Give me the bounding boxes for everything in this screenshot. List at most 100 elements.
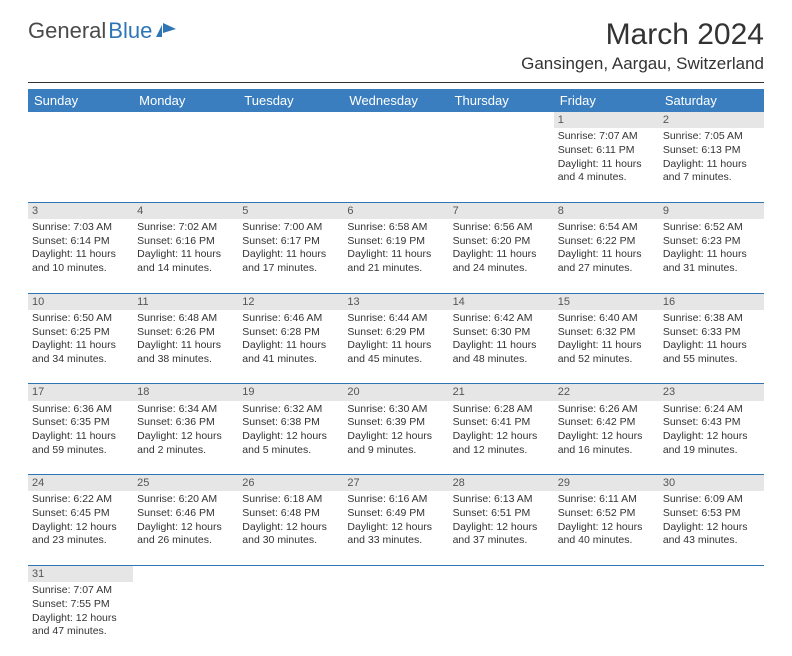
logo-flag-icon [156,23,178,39]
day-cell: Sunrise: 6:38 AMSunset: 6:33 PMDaylight:… [659,310,764,384]
sunset-text: Sunset: 6:49 PM [347,507,444,521]
day-number-cell: 24 [28,475,133,492]
sunrise-text: Sunrise: 6:38 AM [663,312,760,326]
day-cell: Sunrise: 6:24 AMSunset: 6:43 PMDaylight:… [659,401,764,475]
day-cell: Sunrise: 6:54 AMSunset: 6:22 PMDaylight:… [554,219,659,293]
day-number-cell [449,112,554,128]
daylight-text: Daylight: 12 hours and 40 minutes. [558,521,655,548]
day-number-cell [554,565,659,582]
daylight-text: Daylight: 11 hours and 55 minutes. [663,339,760,366]
calendar-body: 12Sunrise: 7:07 AMSunset: 6:11 PMDayligh… [28,112,764,656]
sunset-text: Sunset: 6:53 PM [663,507,760,521]
sunset-text: Sunset: 6:22 PM [558,235,655,249]
daylight-text: Daylight: 12 hours and 33 minutes. [347,521,444,548]
logo: GeneralBlue [28,18,178,44]
daylight-text: Daylight: 12 hours and 47 minutes. [32,612,129,639]
sunrise-text: Sunrise: 6:28 AM [453,403,550,417]
sunset-text: Sunset: 6:36 PM [137,416,234,430]
day-number-cell: 18 [133,384,238,401]
day-number-cell: 2 [659,112,764,128]
sunrise-text: Sunrise: 6:20 AM [137,493,234,507]
day-cell [133,128,238,202]
sunset-text: Sunset: 6:28 PM [242,326,339,340]
sunset-text: Sunset: 6:33 PM [663,326,760,340]
daylight-text: Daylight: 12 hours and 9 minutes. [347,430,444,457]
day-cell: Sunrise: 6:46 AMSunset: 6:28 PMDaylight:… [238,310,343,384]
sunrise-text: Sunrise: 6:30 AM [347,403,444,417]
day-number-cell: 8 [554,202,659,219]
day-number-cell [133,112,238,128]
daylight-text: Daylight: 11 hours and 7 minutes. [663,158,760,185]
day-cell: Sunrise: 6:22 AMSunset: 6:45 PMDaylight:… [28,491,133,565]
day-number-cell: 16 [659,293,764,310]
day-number-cell: 28 [449,475,554,492]
daylight-text: Daylight: 11 hours and 17 minutes. [242,248,339,275]
daylight-text: Daylight: 12 hours and 12 minutes. [453,430,550,457]
sunrise-text: Sunrise: 6:48 AM [137,312,234,326]
day-number-cell: 9 [659,202,764,219]
day-cell: Sunrise: 6:42 AMSunset: 6:30 PMDaylight:… [449,310,554,384]
daylight-text: Daylight: 12 hours and 26 minutes. [137,521,234,548]
day-number-cell: 19 [238,384,343,401]
weekday-header: Thursday [449,89,554,112]
sunset-text: Sunset: 6:20 PM [453,235,550,249]
day-number-cell: 26 [238,475,343,492]
day-cell [343,582,448,656]
day-number-cell: 1 [554,112,659,128]
sunset-text: Sunset: 6:38 PM [242,416,339,430]
day-cell: Sunrise: 6:56 AMSunset: 6:20 PMDaylight:… [449,219,554,293]
sunrise-text: Sunrise: 7:05 AM [663,130,760,144]
sunrise-text: Sunrise: 7:03 AM [32,221,129,235]
daylight-text: Daylight: 11 hours and 52 minutes. [558,339,655,366]
day-number-cell: 27 [343,475,448,492]
sunset-text: Sunset: 6:23 PM [663,235,760,249]
day-number-cell: 13 [343,293,448,310]
sunset-text: Sunset: 7:55 PM [32,598,129,612]
daylight-text: Daylight: 11 hours and 41 minutes. [242,339,339,366]
sunrise-text: Sunrise: 6:26 AM [558,403,655,417]
day-number-cell: 5 [238,202,343,219]
daylight-text: Daylight: 12 hours and 19 minutes. [663,430,760,457]
weekday-header: Sunday [28,89,133,112]
daylight-text: Daylight: 12 hours and 23 minutes. [32,521,129,548]
day-number-cell: 29 [554,475,659,492]
day-cell: Sunrise: 6:18 AMSunset: 6:48 PMDaylight:… [238,491,343,565]
daylight-text: Daylight: 11 hours and 21 minutes. [347,248,444,275]
sunrise-text: Sunrise: 6:46 AM [242,312,339,326]
sunset-text: Sunset: 6:35 PM [32,416,129,430]
day-number-cell [449,565,554,582]
day-number-cell [133,565,238,582]
sunrise-text: Sunrise: 6:22 AM [32,493,129,507]
day-cell [28,128,133,202]
day-number-cell: 21 [449,384,554,401]
daylight-text: Daylight: 12 hours and 16 minutes. [558,430,655,457]
day-cell: Sunrise: 7:05 AMSunset: 6:13 PMDaylight:… [659,128,764,202]
day-cell: Sunrise: 6:34 AMSunset: 6:36 PMDaylight:… [133,401,238,475]
sunset-text: Sunset: 6:43 PM [663,416,760,430]
title-block: March 2024 Gansingen, Aargau, Switzerlan… [521,18,764,74]
sunrise-text: Sunrise: 6:18 AM [242,493,339,507]
day-cell [449,582,554,656]
sunset-text: Sunset: 6:29 PM [347,326,444,340]
day-number-cell [238,112,343,128]
sunrise-text: Sunrise: 6:36 AM [32,403,129,417]
sunset-text: Sunset: 6:42 PM [558,416,655,430]
sunrise-text: Sunrise: 6:34 AM [137,403,234,417]
day-number-cell [343,565,448,582]
sunrise-text: Sunrise: 6:40 AM [558,312,655,326]
sunrise-text: Sunrise: 6:52 AM [663,221,760,235]
sunset-text: Sunset: 6:52 PM [558,507,655,521]
day-cell [449,128,554,202]
sunset-text: Sunset: 6:51 PM [453,507,550,521]
day-cell: Sunrise: 6:52 AMSunset: 6:23 PMDaylight:… [659,219,764,293]
sunrise-text: Sunrise: 6:42 AM [453,312,550,326]
day-number-cell: 20 [343,384,448,401]
day-number-cell: 11 [133,293,238,310]
day-number-cell: 14 [449,293,554,310]
day-cell: Sunrise: 6:20 AMSunset: 6:46 PMDaylight:… [133,491,238,565]
day-cell [238,128,343,202]
day-number-cell [238,565,343,582]
sunrise-text: Sunrise: 6:50 AM [32,312,129,326]
day-cell: Sunrise: 7:07 AMSunset: 6:11 PMDaylight:… [554,128,659,202]
day-cell: Sunrise: 6:36 AMSunset: 6:35 PMDaylight:… [28,401,133,475]
